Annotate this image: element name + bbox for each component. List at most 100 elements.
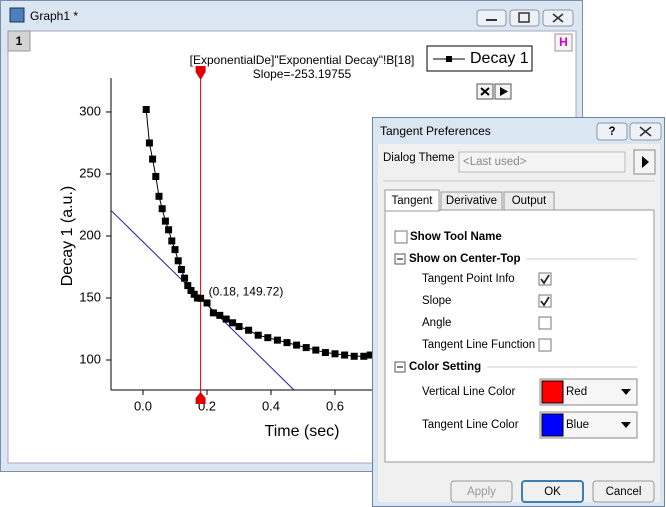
checkbox[interactable]	[538, 272, 552, 286]
tangent-source: [ExponentialDe]"Exponential Decay"!B[18]	[190, 53, 415, 67]
data-point	[158, 205, 166, 213]
y-tick-label: 200	[79, 227, 101, 242]
data-point	[168, 237, 176, 245]
color-name: Blue	[566, 419, 589, 431]
window-icon	[9, 7, 25, 23]
checkbox[interactable]	[394, 230, 408, 244]
option-label: Tangent Line Function	[422, 339, 535, 351]
option-label: Vertical Line Color	[422, 386, 515, 398]
data-point	[273, 336, 281, 344]
data-point	[190, 290, 198, 298]
data-point	[235, 323, 243, 331]
tab[interactable]	[440, 191, 503, 211]
theme-value: <Last used>	[463, 156, 527, 168]
button-label: Cancel	[606, 486, 642, 498]
maximize-button[interactable]	[509, 9, 540, 27]
maximize-icon	[518, 12, 530, 23]
data-point	[184, 282, 192, 290]
data-point	[341, 351, 349, 359]
data-point	[254, 331, 262, 339]
data-point	[174, 257, 182, 265]
option-label: Tangent Point Info	[422, 273, 515, 285]
data-point	[312, 346, 320, 354]
tab[interactable]	[384, 189, 440, 212]
data-point	[181, 274, 189, 282]
top-marker	[195, 66, 206, 80]
minimize-button[interactable]	[476, 9, 507, 27]
data-point	[216, 311, 224, 319]
y-axis-label: Decay 1 (a.u.)	[59, 186, 76, 286]
data-point	[145, 139, 153, 147]
data-point	[245, 326, 253, 334]
option-label: Show Tool Name	[410, 231, 502, 243]
tangent-dialog: Tangent Preferences ? Dialog Theme <Last…	[372, 117, 665, 507]
checkbox[interactable]	[538, 316, 552, 330]
theme-arrow-icon	[642, 156, 649, 168]
dialog-title: Tangent Preferences	[380, 124, 491, 138]
data-point	[177, 265, 185, 273]
legend-label: Decay 1	[470, 50, 529, 67]
tab[interactable]	[503, 191, 555, 211]
section-title: Show on Center-Top	[409, 253, 521, 265]
data-point	[321, 349, 329, 357]
data-point	[171, 246, 179, 254]
theme-label: Dialog Theme	[383, 152, 454, 164]
close-icon	[552, 13, 564, 23]
data-point	[203, 299, 211, 307]
option-label: Tangent Line Color	[422, 419, 519, 431]
color-name: Red	[566, 386, 587, 398]
tab-label: Derivative	[446, 195, 497, 207]
checkbox[interactable]	[538, 338, 552, 352]
y-tick-label: 150	[79, 289, 101, 304]
dialog-close-icon	[639, 126, 652, 137]
options: Show Tool Name Show on Center-Top Tangent …	[394, 230, 638, 439]
button[interactable]	[521, 480, 584, 503]
option-label: Slope	[422, 295, 451, 307]
data-point	[229, 319, 237, 327]
button[interactable]	[592, 480, 655, 503]
data-point	[293, 341, 301, 349]
data-point	[165, 226, 173, 234]
data-point	[187, 287, 195, 295]
h-button[interactable]	[554, 33, 573, 52]
data-point	[302, 344, 310, 352]
button-label: Apply	[467, 486, 496, 498]
checkbox[interactable]	[538, 294, 552, 308]
play-icon	[500, 87, 508, 96]
layer-number: 1	[16, 34, 23, 48]
x-tick-label: 0.4	[262, 398, 280, 413]
data-point	[161, 217, 169, 225]
y-tick-label: 300	[79, 103, 101, 118]
help-label: ?	[608, 126, 615, 138]
legend-symbol	[446, 56, 452, 62]
x-tick-label: 0.0	[134, 398, 152, 413]
data-point	[209, 309, 217, 317]
y-tick-label: 250	[79, 165, 101, 180]
data-point	[283, 339, 291, 347]
button-label: OK	[544, 486, 561, 498]
help-button[interactable]	[596, 122, 628, 141]
check-mark	[540, 274, 550, 285]
dropdown-arrow	[621, 422, 631, 428]
data-point	[152, 172, 160, 180]
data-point	[331, 350, 339, 358]
h-button-label: H	[559, 35, 568, 49]
tangent-point-label: (0.18, 149.72)	[209, 285, 284, 299]
color-swatch	[541, 380, 564, 404]
theme-dropdown[interactable]	[458, 151, 626, 173]
layer-tab[interactable]	[7, 30, 31, 52]
data-point	[142, 105, 150, 113]
data-point	[366, 351, 374, 359]
option-label: Angle	[422, 317, 451, 329]
data-point	[197, 294, 205, 302]
data-point	[350, 352, 358, 360]
tab-label: Tangent	[392, 195, 434, 207]
data-point	[149, 155, 157, 163]
dialog-buttons: Apply OK Cancel	[450, 480, 655, 503]
data-point	[360, 352, 368, 360]
button	[450, 480, 513, 503]
data-point	[222, 315, 230, 323]
x-axis-label: Time (sec)	[265, 423, 340, 440]
check-mark	[540, 296, 550, 307]
